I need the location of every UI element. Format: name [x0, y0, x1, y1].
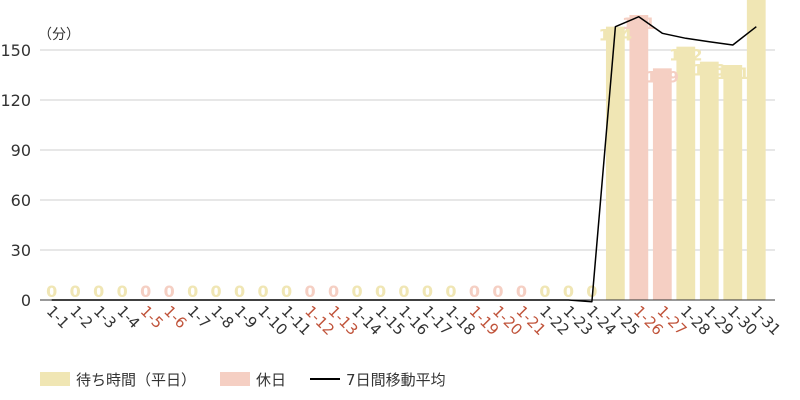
data-label: 0	[398, 282, 409, 301]
data-label: 0	[469, 282, 480, 301]
legend-item-holiday: 休日	[220, 369, 286, 390]
x-tick-label: 1-8	[207, 302, 237, 332]
bar	[723, 65, 743, 300]
data-label: 0	[304, 282, 315, 301]
data-label: 0	[234, 282, 245, 301]
x-tick-label: 1-1	[43, 302, 73, 332]
data-label: 0	[258, 282, 269, 301]
x-tick-label: 1-5	[137, 302, 167, 332]
y-tick-label: 0	[21, 291, 31, 310]
legend-swatch-holiday	[220, 372, 251, 386]
data-label: 0	[563, 282, 574, 301]
legend-label-holiday: 休日	[256, 370, 287, 389]
moving-average-line	[51, 15, 757, 303]
legend-item-weekday: 待ち時間（平日）	[40, 369, 196, 390]
data-label: 139	[646, 67, 679, 86]
data-label: 0	[445, 282, 456, 301]
bar	[699, 61, 719, 300]
legend-line-moving-average	[310, 378, 341, 380]
y-tick-label: 30	[11, 241, 31, 260]
data-label: 0	[70, 282, 81, 301]
legend-label-weekday: 待ち時間（平日）	[76, 370, 197, 389]
x-tick-label: 1-3	[90, 302, 120, 332]
data-label: 0	[375, 282, 386, 301]
data-label: 0	[117, 282, 128, 301]
data-label: 0	[516, 282, 527, 301]
data-label: 0	[422, 282, 433, 301]
y-tick-label: 60	[11, 191, 31, 210]
legend: 待ち時間（平日） 休日 7日間移動平均	[40, 368, 470, 390]
data-label: 143	[693, 61, 726, 80]
data-label: 0	[586, 282, 597, 301]
x-tick-label: 1-9	[231, 302, 261, 332]
data-label: 0	[211, 282, 222, 301]
y-tick-label: 90	[11, 141, 31, 160]
bar	[676, 46, 696, 300]
data-label: 0	[46, 282, 57, 301]
data-label: 0	[539, 282, 550, 301]
y-axis-label: （分）	[38, 27, 80, 43]
legend-swatch-weekday	[40, 372, 70, 386]
bar	[629, 15, 649, 300]
y-tick-label: 150	[0, 41, 31, 60]
x-tick-label: 1-2	[66, 302, 96, 332]
data-label: 0	[328, 282, 339, 301]
bar	[652, 68, 672, 300]
data-label: 152	[669, 46, 702, 65]
x-tick-label: 1-4	[113, 302, 143, 332]
data-label: 171	[622, 14, 655, 33]
data-label: 0	[187, 282, 198, 301]
bar	[746, 0, 766, 300]
data-label: 141	[716, 64, 749, 83]
legend-item-moving-average: 7日間移動平均	[310, 369, 446, 390]
legend-label-moving-average: 7日間移動平均	[346, 370, 446, 389]
data-label: 0	[140, 282, 151, 301]
bar	[605, 26, 625, 301]
y-tick-label: 120	[0, 91, 31, 110]
data-label: 0	[281, 282, 292, 301]
x-tick-label: 1-7	[184, 302, 214, 332]
data-label: 0	[164, 282, 175, 301]
data-label: 0	[351, 282, 362, 301]
data-label: 0	[492, 282, 503, 301]
x-tick-label: 1-6	[160, 302, 190, 332]
data-label: 0	[93, 282, 104, 301]
